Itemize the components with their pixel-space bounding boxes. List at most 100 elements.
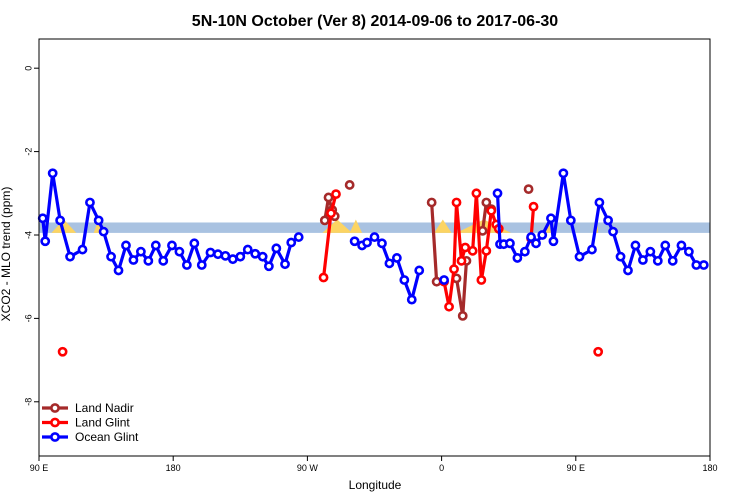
- land-glint-point: [451, 197, 462, 208]
- y-tick-label: -4: [23, 231, 33, 239]
- ocean-glint-point: [623, 265, 633, 276]
- land-glint-point: [331, 189, 341, 200]
- ocean-glint-point: [492, 188, 503, 199]
- land-nadir-point: [523, 184, 534, 195]
- plot-area: [37, 168, 710, 357]
- ocean-glint-point: [235, 251, 246, 262]
- ocean-glint-point: [213, 249, 223, 260]
- ocean-glint-point: [645, 246, 656, 257]
- land-glint-point: [460, 242, 471, 253]
- land-glint-point: [467, 245, 478, 256]
- land-nadir-point: [323, 192, 334, 203]
- ocean-glint-point: [565, 215, 576, 226]
- y-tick-label: -8: [23, 398, 33, 406]
- legend-item-land-nadir: Land Nadir: [42, 401, 134, 415]
- ocean-glint-point: [158, 255, 169, 266]
- ocean-glint-point: [293, 232, 304, 242]
- land-glint-point: [486, 205, 497, 216]
- x-axis: 90 E 180 90 W 0 90 E 180: [30, 456, 718, 473]
- ocean-glint-point: [615, 251, 626, 262]
- legend-swatch-point: [50, 403, 60, 413]
- x-tick-label: 180: [166, 463, 181, 473]
- land-glint-point: [476, 275, 487, 285]
- y-tick-label: 0: [23, 66, 33, 71]
- land-marker: [434, 219, 452, 233]
- x-axis-title: Longitude: [349, 478, 402, 492]
- ocean-glint-point: [660, 240, 671, 251]
- ocean-glint-point: [250, 248, 261, 259]
- ocean-glint-point: [526, 232, 536, 242]
- x-tick-label: 180: [702, 463, 717, 473]
- ocean-glint-point: [531, 238, 541, 249]
- ocean-glint-point: [227, 254, 238, 265]
- ocean-glint-point: [377, 238, 387, 249]
- ocean-glint-point: [40, 236, 51, 247]
- y-axis-title: XCO2 - MLO trend (ppm): [0, 187, 13, 322]
- ocean-glint-point: [128, 255, 139, 265]
- ocean-glint-point: [603, 215, 614, 226]
- ocean-glint-point: [698, 260, 709, 270]
- ocean-glint-point: [143, 255, 154, 266]
- land-nadir-point: [481, 197, 492, 208]
- ocean-glint-point: [406, 294, 417, 305]
- ocean-glint-point: [280, 259, 290, 270]
- ocean-glint-point: [167, 240, 177, 251]
- land-glint-point: [481, 245, 492, 256]
- land-nadir-line: [430, 202, 439, 282]
- land-nadir-point: [431, 276, 442, 287]
- land-nadir-point: [426, 197, 437, 208]
- ocean-glint-point: [537, 230, 548, 240]
- ocean-glint-point: [630, 240, 641, 251]
- ocean-glint-point: [399, 275, 410, 285]
- ocean-glint-point: [512, 253, 523, 263]
- ocean-glint-point: [242, 244, 253, 255]
- legend-label: Land Glint: [75, 416, 130, 430]
- ocean-glint-point: [85, 197, 95, 208]
- x-tick-label: 90 E: [30, 463, 49, 473]
- ocean-glint-point: [286, 237, 297, 248]
- ocean-glint-point: [106, 251, 116, 262]
- legend-item-land-glint: Land Glint: [42, 416, 130, 430]
- legend-label: Ocean Glint: [75, 430, 139, 444]
- y-tick-label: -2: [23, 148, 33, 156]
- ocean-glint-point: [113, 265, 124, 276]
- land-glint-point: [449, 264, 459, 275]
- ocean-glint-point: [271, 243, 282, 254]
- legend-item-ocean-glint: Ocean Glint: [42, 430, 139, 444]
- ocean-glint-point: [691, 260, 702, 270]
- ocean-glint-point: [594, 197, 605, 208]
- ocean-glint-point: [587, 244, 597, 255]
- series-ocean-glint: [37, 168, 709, 305]
- ocean-glint-point: [676, 240, 687, 251]
- land-marker: [51, 219, 77, 233]
- ocean-glint-point: [349, 236, 360, 247]
- ocean-glint-point: [121, 240, 131, 251]
- ocean-glint-point: [55, 215, 66, 226]
- ocean-glint-point: [439, 275, 449, 285]
- ocean-glint-point: [181, 260, 192, 270]
- ocean-glint-point: [205, 247, 216, 258]
- series-land-glint: [57, 188, 604, 357]
- y-axis: 0 -2 -4 -6 -8: [23, 66, 39, 406]
- land-glint-point: [57, 346, 68, 357]
- chart-title: 5N-10N October (Ver 8) 2014-09-06 to 201…: [192, 13, 559, 30]
- x-tick-label: 90 W: [297, 463, 319, 473]
- ocean-glint-point: [548, 236, 559, 247]
- ocean-glint-point: [189, 238, 200, 249]
- ocean-glint-point: [93, 215, 104, 226]
- ocean-glint-point: [391, 253, 402, 263]
- land-glint-point: [456, 255, 467, 266]
- ocean-glint-point: [362, 237, 372, 248]
- ocean-glint-point: [77, 244, 88, 255]
- ocean-glint-point: [174, 246, 185, 257]
- ocean-glint-point: [638, 255, 648, 265]
- plot-frame: [38, 38, 711, 457]
- ocean-glint-point: [98, 226, 109, 237]
- ocean-glint-point: [47, 168, 58, 179]
- reference-band: [39, 222, 710, 233]
- land-nadir-point: [457, 310, 468, 321]
- legend-swatch-point: [50, 432, 60, 442]
- ocean-glint-point: [384, 258, 395, 269]
